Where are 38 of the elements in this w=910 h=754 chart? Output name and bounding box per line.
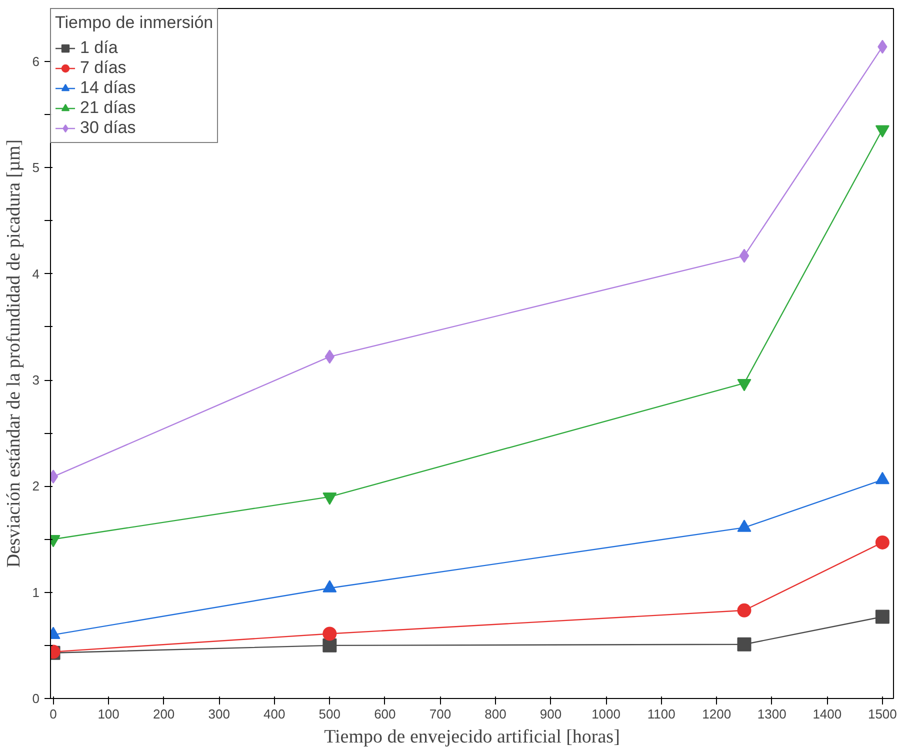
x-tick-label: 600 <box>374 706 396 722</box>
point <box>322 638 337 652</box>
legend-title: Tiempo de inmersión <box>55 13 214 33</box>
y-tick-label: 2 <box>32 478 40 494</box>
y-tick-label: 6 <box>32 54 40 70</box>
x-tick-label: 200 <box>152 706 175 722</box>
point <box>875 535 890 550</box>
point <box>322 626 337 641</box>
legend-label: 7 días <box>80 58 126 78</box>
x-tick-label: 400 <box>264 706 286 722</box>
y-tick-label: 1 <box>32 584 40 600</box>
x-tick-label: 1000 <box>592 706 621 722</box>
x-tick-label: 300 <box>208 706 230 722</box>
point <box>875 610 890 624</box>
point <box>737 637 752 652</box>
y-axis-title: Desviación estándar de la profundidad de picadura [µm] <box>3 139 24 568</box>
x-tick-label: 500 <box>318 706 341 722</box>
point <box>737 603 752 618</box>
legend-label: 21 días <box>80 98 136 118</box>
x-tick-label: 1100 <box>647 706 676 722</box>
x-tick-label: 900 <box>540 706 562 722</box>
legend-label: 1 día <box>80 38 118 58</box>
x-tick-label: 1400 <box>812 706 842 722</box>
y-tick-label: 3 <box>32 372 40 388</box>
y-tick-label: 4 <box>32 266 40 282</box>
x-tick-label: 700 <box>429 706 452 722</box>
x-tick-label: 1300 <box>757 706 786 722</box>
legend-label: 14 días <box>80 78 136 98</box>
x-tick-label: 1500 <box>868 706 897 722</box>
y-tick-label: 0 <box>32 691 40 706</box>
legend-label: 30 días <box>80 118 136 138</box>
y-tick-label: 5 <box>32 160 40 176</box>
x-tick-label: 0 <box>50 706 57 722</box>
x-tick-label: 1200 <box>702 706 732 722</box>
x-axis-title: Tiempo de envejecido artificial [horas] <box>324 726 620 748</box>
x-tick-label: 100 <box>98 706 120 722</box>
x-tick-label: 800 <box>484 706 506 722</box>
point <box>739 248 750 263</box>
